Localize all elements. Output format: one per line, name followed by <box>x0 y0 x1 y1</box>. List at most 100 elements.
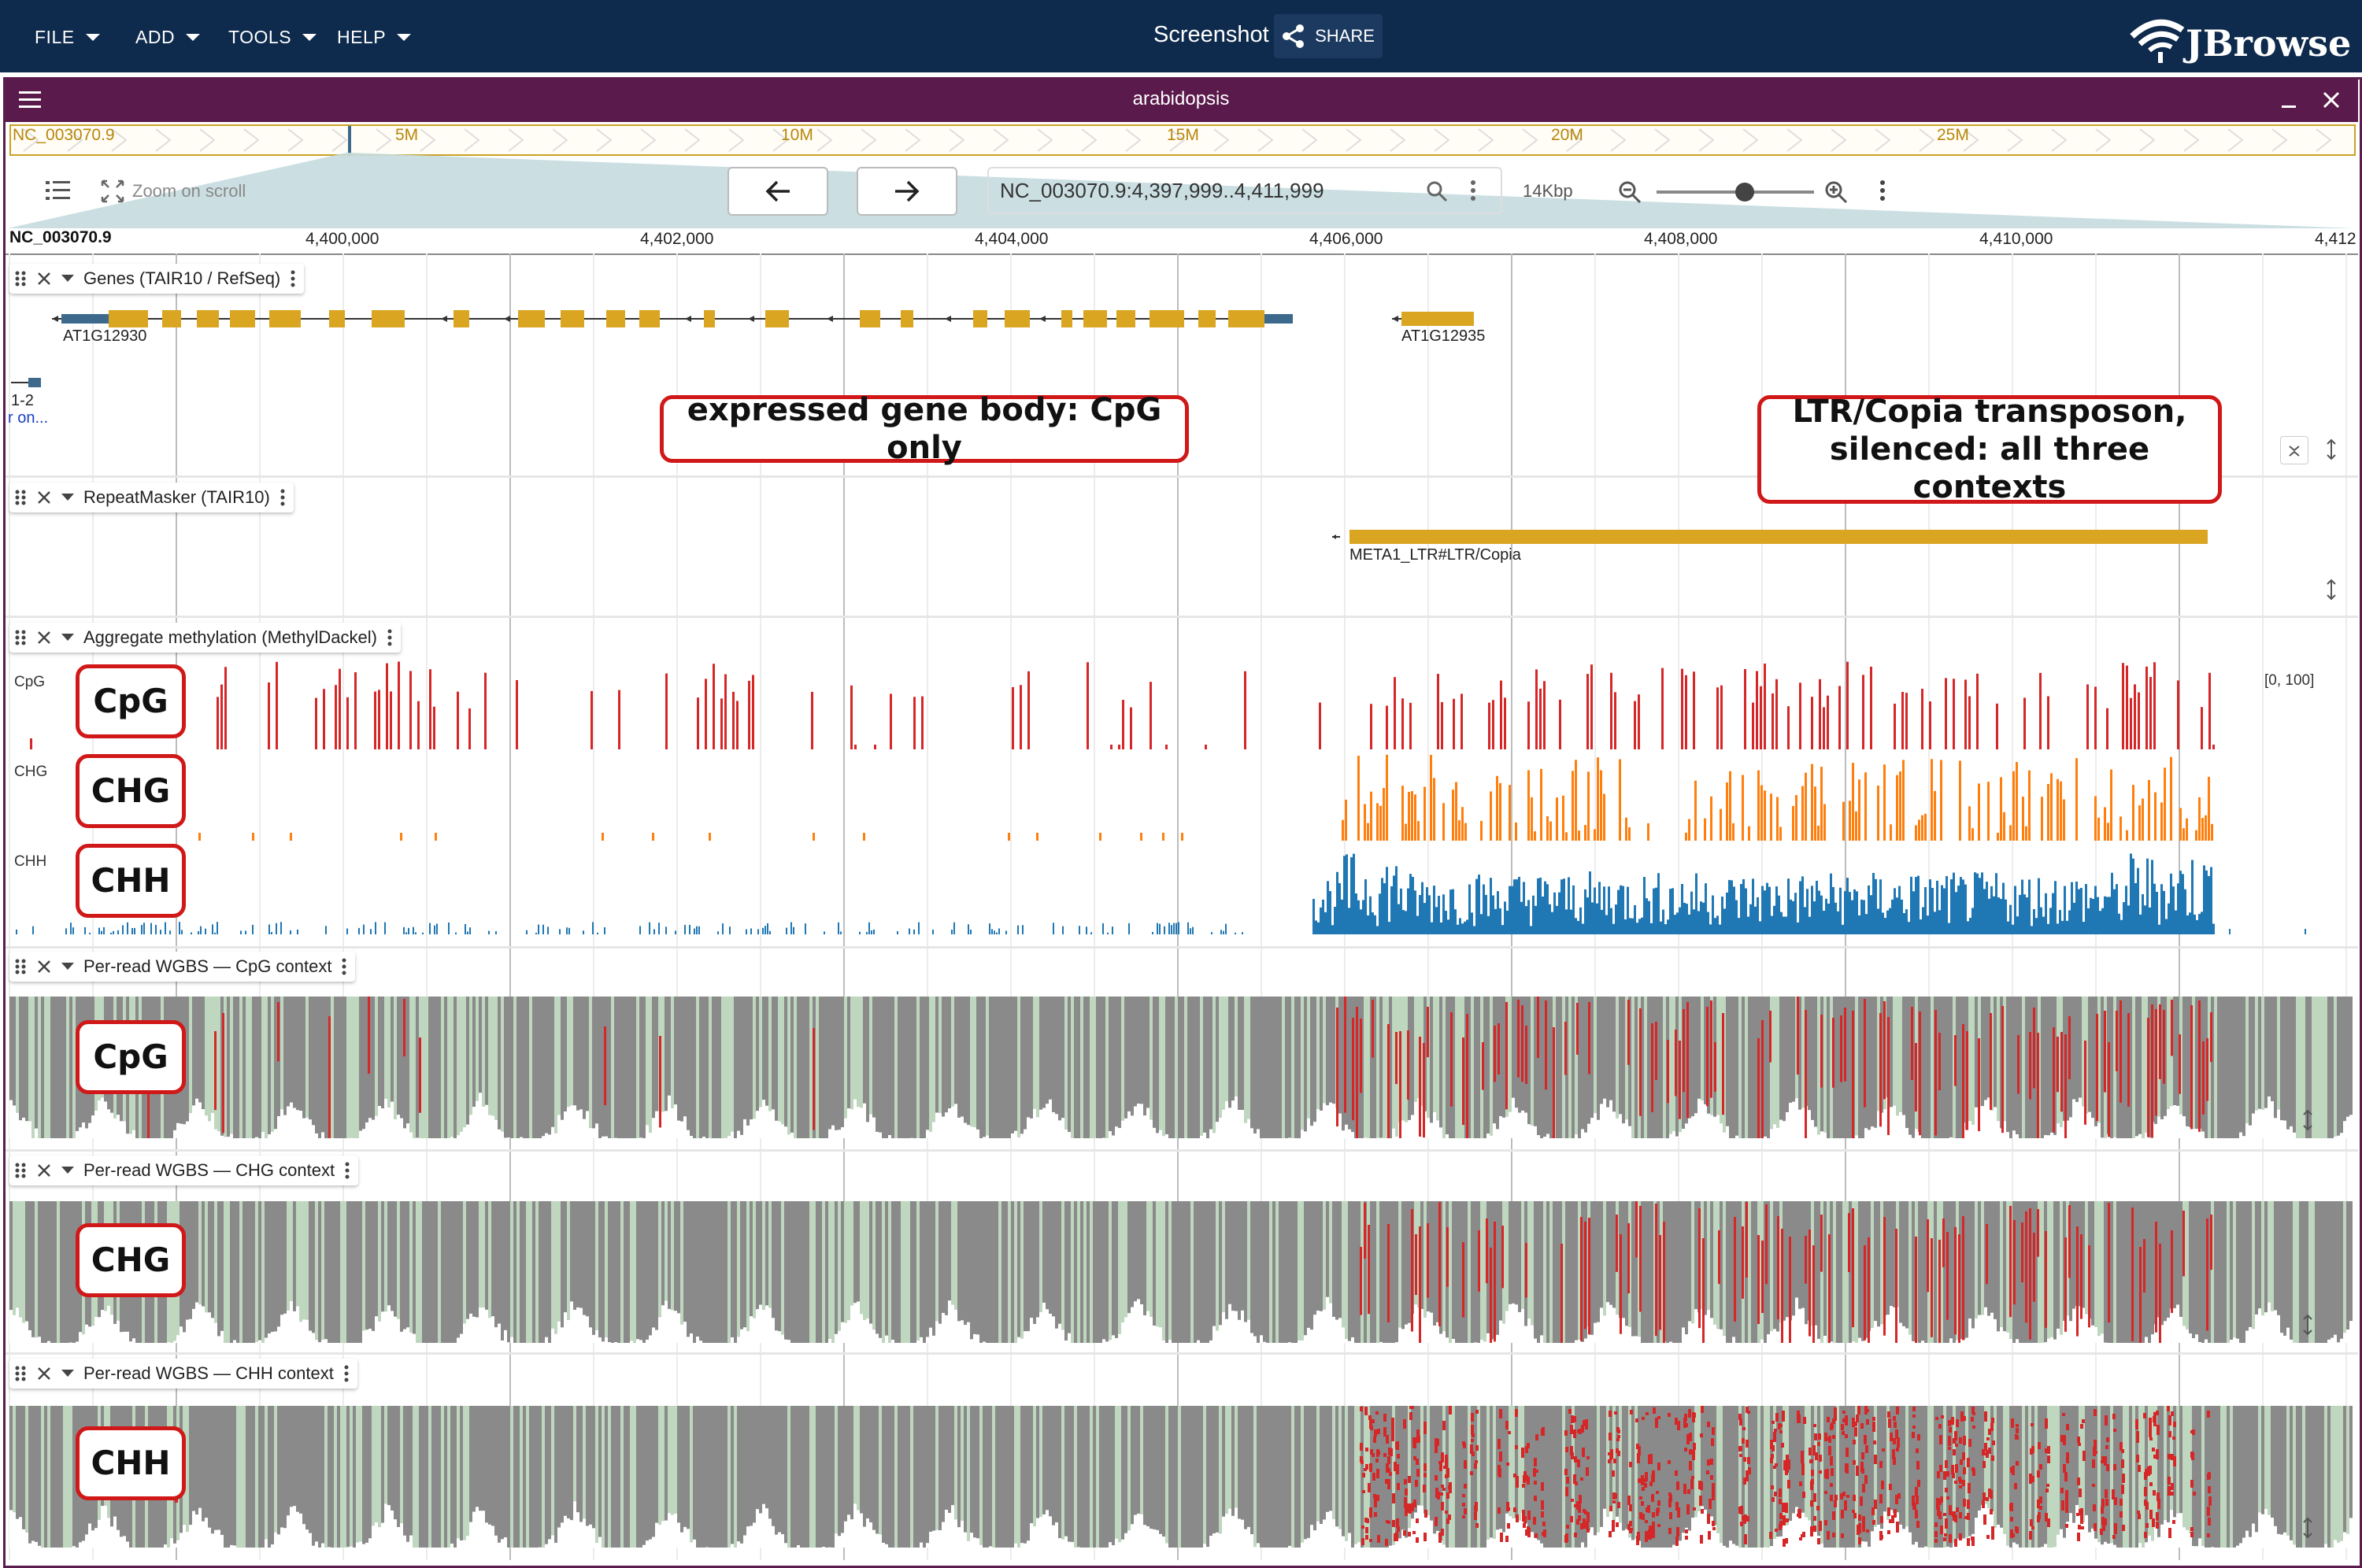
scroll-right-button[interactable] <box>857 167 957 216</box>
menu-tools-label: TOOLS <box>228 26 292 47</box>
zoom-scroll-icon[interactable] <box>101 179 124 203</box>
chevron-down-icon <box>85 33 100 41</box>
track-name: RepeatMasker (TAIR10) <box>83 487 270 507</box>
arrow-left-icon <box>765 180 790 202</box>
chevron-down-icon <box>186 33 201 41</box>
track-label-genes[interactable]: Genes (TAIR10 / RefSeq) <box>9 264 305 294</box>
collapse-icon[interactable] <box>61 634 74 642</box>
track-label-repeats[interactable]: RepeatMasker (TAIR10) <box>9 483 294 512</box>
chevron-down-icon <box>397 33 412 41</box>
gene-desc-edge[interactable]: r on... <box>8 409 49 427</box>
annotation-perread-cpg: CpG <box>76 1020 186 1094</box>
annotation-perread-chg-text: CHG <box>91 1240 171 1279</box>
close-track-icon[interactable] <box>36 271 52 287</box>
overview-refname: NC_003070.9 <box>13 126 115 144</box>
zoom-on-scroll-label[interactable]: Zoom on scroll <box>132 181 246 201</box>
collapse-icon[interactable] <box>61 275 74 283</box>
overview-tick: 25M <box>1937 126 1969 144</box>
resize-handle-icon[interactable] <box>2299 1313 2316 1337</box>
overview-tick: 10M <box>781 126 813 144</box>
track-label-aggregate[interactable]: Aggregate methylation (MethylDackel) <box>9 623 401 653</box>
track-menu-icon[interactable] <box>387 627 393 648</box>
share-button[interactable]: SHARE <box>1274 14 1383 58</box>
track-name: Per-read WGBS — CHG context <box>83 1160 335 1180</box>
arrow-right-icon <box>895 180 920 202</box>
jbrowse-logo: JBrowse <box>2126 11 2351 66</box>
drag-handle-icon[interactable] <box>14 628 27 647</box>
track-label-perread-chg[interactable]: Per-read WGBS — CHG context <box>9 1156 359 1185</box>
zoom-slider-thumb[interactable] <box>1735 183 1754 202</box>
close-track-icon[interactable] <box>36 1366 52 1381</box>
track-menu-icon[interactable] <box>290 268 296 289</box>
view-menu-icon[interactable] <box>19 90 43 110</box>
repeat-label-meta1[interactable]: META1_LTR#LTR/Copia <box>1349 546 1521 564</box>
track-menu-icon[interactable] <box>341 956 347 977</box>
track-menu-icon[interactable] <box>343 1363 350 1384</box>
menu-add[interactable]: ADD <box>135 24 201 50</box>
overview-tick: 5M <box>395 126 419 144</box>
view-options-icon[interactable] <box>1879 178 1886 203</box>
collapse-icon[interactable] <box>61 1167 74 1174</box>
track-name: Per-read WGBS — CHH context <box>83 1363 334 1383</box>
close-track-icon[interactable] <box>36 630 52 645</box>
collapse-icon[interactable] <box>61 1370 74 1378</box>
resize-handle-icon[interactable] <box>2323 438 2340 461</box>
drag-handle-icon[interactable] <box>14 269 27 288</box>
zoom-in-icon[interactable] <box>1823 179 1849 205</box>
menu-file[interactable]: FILE <box>35 24 100 50</box>
share-label: SHARE <box>1315 26 1375 46</box>
session-title[interactable]: Screenshot <box>1153 22 1269 47</box>
track-selector-icon[interactable] <box>46 179 71 203</box>
search-icon[interactable] <box>1425 179 1449 203</box>
view-title[interactable]: arabidopsis <box>1132 88 1230 109</box>
track-label-perread-chh[interactable]: Per-read WGBS — CHH context <box>9 1359 357 1389</box>
menu-tools[interactable]: TOOLS <box>228 24 317 50</box>
overview-tick: 20M <box>1551 126 1583 144</box>
resize-handle-icon[interactable] <box>2299 1108 2316 1132</box>
app-menubar <box>0 0 2362 72</box>
gene-label-at1g12930[interactable]: AT1G12930 <box>63 327 147 345</box>
view-header <box>6 80 2358 122</box>
resize-handle-icon[interactable] <box>2323 578 2340 601</box>
zoom-out-icon[interactable] <box>1617 179 1642 205</box>
track-name: Aggregate methylation (MethylDackel) <box>83 627 377 647</box>
annotation-gene-body: expressed gene body: CpG only <box>660 392 1189 466</box>
location-search-input[interactable]: NC_003070.9:4,397,999..4,411,999 <box>987 167 1502 214</box>
scroll-left-button[interactable] <box>727 167 828 216</box>
menu-add-label: ADD <box>135 26 176 47</box>
close-track-icon[interactable] <box>36 959 52 974</box>
annotation-perread-cpg-text: CpG <box>93 1037 168 1076</box>
drag-handle-icon[interactable] <box>14 1161 27 1180</box>
minimize-icon[interactable] <box>2279 90 2299 110</box>
collapse-icon[interactable] <box>61 963 74 971</box>
drag-handle-icon[interactable] <box>14 1364 27 1383</box>
resize-handle-icon[interactable] <box>2299 1516 2316 1540</box>
ruler-tick: 4,406,000 <box>1309 230 1383 248</box>
track-label-perread-cpg[interactable]: Per-read WGBS — CpG context <box>9 952 356 982</box>
collapse-icon[interactable] <box>61 494 74 501</box>
drag-handle-icon[interactable] <box>14 957 27 976</box>
expand-track-button[interactable] <box>2280 436 2308 464</box>
location-menu-icon[interactable] <box>1469 178 1477 203</box>
close-track-icon[interactable] <box>36 490 52 505</box>
gene-label-at1g12935[interactable]: AT1G12935 <box>1401 327 1486 345</box>
menu-help[interactable]: HELP <box>337 24 412 50</box>
track-separator <box>6 1149 2358 1152</box>
overview-scalebar[interactable] <box>9 124 2356 156</box>
perread-chg-pileup <box>9 1201 2353 1343</box>
track-menu-icon[interactable] <box>280 487 286 508</box>
track-name: Per-read WGBS — CpG context <box>83 956 332 976</box>
repeat-feature-meta1[interactable] <box>1331 527 2212 546</box>
annotation-chh-text: CHH <box>91 860 171 900</box>
drag-handle-icon[interactable] <box>14 488 27 507</box>
close-icon[interactable] <box>2321 90 2342 110</box>
close-track-icon[interactable] <box>36 1163 52 1178</box>
gene-label-edge[interactable]: 1-2 <box>11 392 34 409</box>
expand-icon <box>2289 446 2300 457</box>
annotation-gene-body-text: expressed gene body: CpG only <box>687 392 1162 466</box>
track-menu-icon[interactable] <box>344 1160 350 1181</box>
ruler-tick: 4,402,000 <box>640 230 714 248</box>
menu-help-label: HELP <box>337 26 387 47</box>
annotation-chg-text: CHG <box>91 771 171 810</box>
overview-zoom-polygon <box>8 153 2354 228</box>
